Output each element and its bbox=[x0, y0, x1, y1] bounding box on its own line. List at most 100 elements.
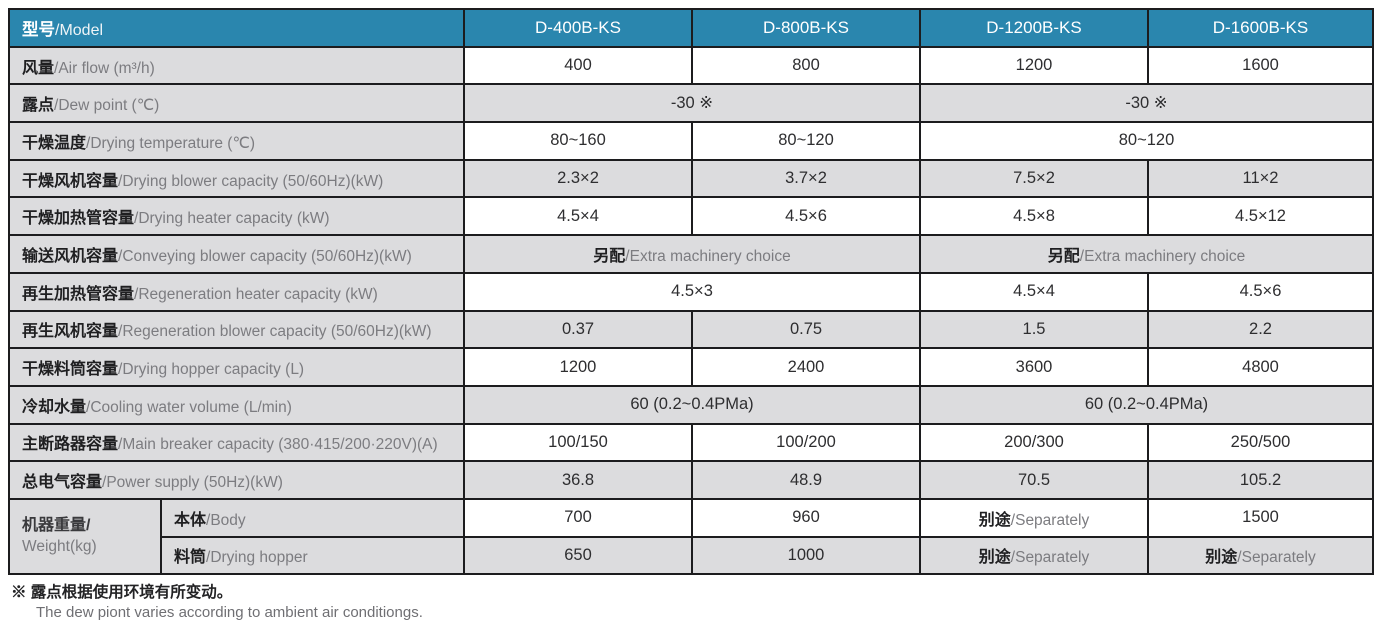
cell-dew-point-0: -30 ※ bbox=[463, 83, 921, 124]
row-label-drying-blower-capacity: 干燥风机容量/Drying blower capacity (50/60Hz)(… bbox=[8, 158, 465, 199]
cell-air-flow-2: 1200 bbox=[919, 45, 1149, 86]
cell-en: /Extra machinery choice bbox=[1079, 247, 1246, 265]
row-label-drying-heater-capacity: 干燥加热管容量/Drying heater capacity (kW) bbox=[8, 196, 465, 237]
row-label-en: /Drying hopper bbox=[206, 549, 308, 567]
cell-regeneration-blower-capacity-2: 1.5 bbox=[919, 309, 1149, 350]
row-cooling-water-volume: 冷却水量/Cooling water volume (L/min) 60 (0.2… bbox=[8, 384, 1374, 425]
row-air-flow: 风量/Air flow (m³/h) 400 800 1200 1600 bbox=[8, 45, 1374, 86]
row-label-zh: 干燥温度 bbox=[22, 134, 87, 152]
cell-drying-hopper-capacity-0: 1200 bbox=[463, 347, 693, 387]
row-weight-body: 机器重量/Weight(kg) 本体/Body 700 960 别途/Separatel… bbox=[8, 497, 1374, 576]
model-name-d1600: D-1600B-KS bbox=[1147, 8, 1374, 48]
cell-regeneration-heater-capacity-2: 4.5×6 bbox=[1147, 271, 1374, 312]
cell-drying-blower-capacity-1: 3.7×2 bbox=[691, 158, 921, 199]
footnote-zh: ※ 露点根据使用环境有所变动。 bbox=[11, 584, 233, 602]
cell-cooling-water-volume-0: 60 (0.2~0.4PMa) bbox=[463, 384, 921, 425]
model-name-d800: D-800B-KS bbox=[691, 8, 921, 48]
row-weight-hopper: 料筒/Drying hopper 650 1000 别途/Separately 别途/S… bbox=[9, 535, 1374, 576]
cell-zh: 别途 bbox=[978, 511, 1011, 529]
cell-zh: 另配 bbox=[593, 247, 626, 265]
cell-air-flow-0: 400 bbox=[463, 45, 693, 86]
cell-air-flow-1: 800 bbox=[691, 45, 921, 86]
cell-weight-hopper-0: 650 bbox=[463, 535, 693, 576]
cell-drying-hopper-capacity-3: 4800 bbox=[1147, 347, 1374, 387]
cell-dew-point-1: -30 ※ bbox=[919, 83, 1374, 124]
cell-drying-temperature-1: 80~120 bbox=[691, 121, 921, 161]
row-label-main-breaker-capacity: 主断路器容量/Main breaker capacity (380·415/20… bbox=[8, 422, 465, 463]
cell-power-supply-1: 48.9 bbox=[691, 460, 921, 500]
row-drying-hopper-capacity: 干燥料筒容量/Drying hopper capacity (L) 1200 240… bbox=[8, 347, 1374, 387]
cell-regeneration-blower-capacity-1: 0.75 bbox=[691, 309, 921, 350]
cell-weight-body-2: 别途/Separately bbox=[919, 497, 1149, 538]
cell-drying-hopper-capacity-1: 2400 bbox=[691, 347, 921, 387]
row-label-zh: 本体 bbox=[174, 511, 207, 529]
row-label-power-supply: 总电气容量/Power supply (50Hz)(kW) bbox=[8, 460, 465, 500]
cell-drying-blower-capacity-2: 7.5×2 bbox=[919, 158, 1149, 199]
row-label-zh: 干燥加热管容量 bbox=[22, 210, 135, 228]
weight-label-zh: 机器重量/ bbox=[22, 517, 91, 535]
model-header-zh: 型号 bbox=[22, 20, 55, 39]
cell-drying-heater-capacity-1: 4.5×6 bbox=[691, 196, 921, 237]
row-label-zh: 再生加热管容量 bbox=[22, 285, 135, 303]
row-drying-temperature: 干燥温度/Drying temperature (℃) 80~160 80~120 8… bbox=[8, 121, 1374, 161]
row-label-en: /Main breaker capacity (380·415/200·220V… bbox=[118, 436, 438, 454]
row-label-zh: 料筒 bbox=[174, 549, 207, 567]
row-label-air-flow: 风量/Air flow (m³/h) bbox=[8, 45, 465, 86]
row-drying-blower-capacity: 干燥风机容量/Drying blower capacity (50/60Hz)(… bbox=[8, 158, 1374, 199]
cell-main-breaker-capacity-1: 100/200 bbox=[691, 422, 921, 463]
cell-zh: 另配 bbox=[1047, 247, 1080, 265]
row-label-en: /Drying temperature (℃) bbox=[86, 134, 256, 152]
row-label-regeneration-heater-capacity: 再生加热管容量/Regeneration heater capacity (kW… bbox=[8, 271, 465, 312]
cell-drying-temperature-2: 80~120 bbox=[919, 121, 1374, 161]
cell-regeneration-heater-capacity-0: 4.5×3 bbox=[463, 271, 921, 312]
row-regeneration-blower-capacity: 再生风机容量/Regeneration blower capacity (50/… bbox=[8, 309, 1374, 350]
cell-regeneration-heater-capacity-1: 4.5×4 bbox=[919, 271, 1149, 312]
row-label-zh: 主断路器容量 bbox=[22, 436, 119, 454]
cell-power-supply-3: 105.2 bbox=[1147, 460, 1374, 500]
cell-air-flow-3: 1600 bbox=[1147, 45, 1374, 86]
weight-main-label: 机器重量/Weight(kg) bbox=[8, 497, 162, 576]
row-label-en: /Air flow (m³/h) bbox=[54, 59, 155, 77]
footnote-en: The dew piont varies according to ambien… bbox=[36, 604, 423, 621]
cell-main-breaker-capacity-3: 250/500 bbox=[1147, 422, 1374, 463]
row-label-zh: 露点 bbox=[22, 97, 55, 115]
row-conveying-blower-capacity: 输送风机容量/Conveying blower capacity (50/60H… bbox=[8, 234, 1374, 274]
row-label-weight-hopper: 料筒/Drying hopper bbox=[160, 535, 465, 576]
cell-drying-heater-capacity-2: 4.5×8 bbox=[919, 196, 1149, 237]
cell-weight-hopper-1: 1000 bbox=[691, 535, 921, 576]
row-label-en: /Body bbox=[206, 511, 246, 529]
row-label-en: /Cooling water volume (L/min) bbox=[86, 398, 292, 416]
cell-drying-blower-capacity-3: 11×2 bbox=[1147, 158, 1374, 199]
row-label-en: /Regeneration heater capacity (kW) bbox=[134, 285, 378, 303]
row-label-en: /Drying blower capacity (50/60Hz)(kW) bbox=[118, 172, 384, 190]
model-header-en: /Model bbox=[55, 21, 104, 39]
row-label-zh: 总电气容量 bbox=[22, 474, 103, 492]
cell-en: /Separately bbox=[1237, 549, 1316, 567]
cell-main-breaker-capacity-0: 100/150 bbox=[463, 422, 693, 463]
row-dew-point: 露点/Dew point (℃) -30 ※ -30 ※ bbox=[8, 83, 1374, 124]
cell-en: /Extra machinery choice bbox=[625, 247, 791, 265]
row-label-zh: 干燥风机容量 bbox=[22, 172, 119, 190]
row-label-conveying-blower-capacity: 输送风机容量/Conveying blower capacity (50/60H… bbox=[8, 234, 465, 274]
row-label-regeneration-blower-capacity: 再生风机容量/Regeneration blower capacity (50/… bbox=[8, 309, 465, 350]
row-label-zh: 干燥料筒容量 bbox=[22, 361, 119, 379]
row-label-cooling-water-volume: 冷却水量/Cooling water volume (L/min) bbox=[8, 384, 465, 425]
cell-drying-blower-capacity-0: 2.3×2 bbox=[463, 158, 693, 199]
cell-conveying-blower-capacity-1: 另配/Extra machinery choice bbox=[919, 234, 1374, 274]
cell-en: /Separately bbox=[1010, 511, 1090, 529]
cell-weight-body-3: 1500 bbox=[1147, 497, 1374, 538]
row-label-zh: 输送风机容量 bbox=[22, 247, 119, 265]
cell-weight-hopper-2: 别途/Separately bbox=[919, 535, 1149, 576]
cell-main-breaker-capacity-2: 200/300 bbox=[919, 422, 1149, 463]
row-regeneration-heater-capacity: 再生加热管容量/Regeneration heater capacity (kW… bbox=[8, 271, 1374, 312]
row-label-en: /Power supply (50Hz)(kW) bbox=[102, 474, 283, 492]
row-label-zh: 冷却水量 bbox=[22, 398, 87, 416]
cell-regeneration-blower-capacity-3: 2.2 bbox=[1147, 309, 1374, 350]
cell-cooling-water-volume-1: 60 (0.2~0.4PMa) bbox=[919, 384, 1374, 425]
row-label-en: /Regeneration blower capacity (50/60Hz)(… bbox=[118, 323, 432, 341]
row-main-breaker-capacity: 主断路器容量/Main breaker capacity (380·415/20… bbox=[8, 422, 1374, 463]
spec-table: 型号/Model D-400B-KS D-800B-KS D-1200B-KS … bbox=[8, 8, 1374, 576]
row-power-supply: 总电气容量/Power supply (50Hz)(kW) 36.8 48.9 70.… bbox=[8, 460, 1374, 500]
cell-power-supply-2: 70.5 bbox=[919, 460, 1149, 500]
row-label-zh: 风量 bbox=[22, 59, 55, 77]
